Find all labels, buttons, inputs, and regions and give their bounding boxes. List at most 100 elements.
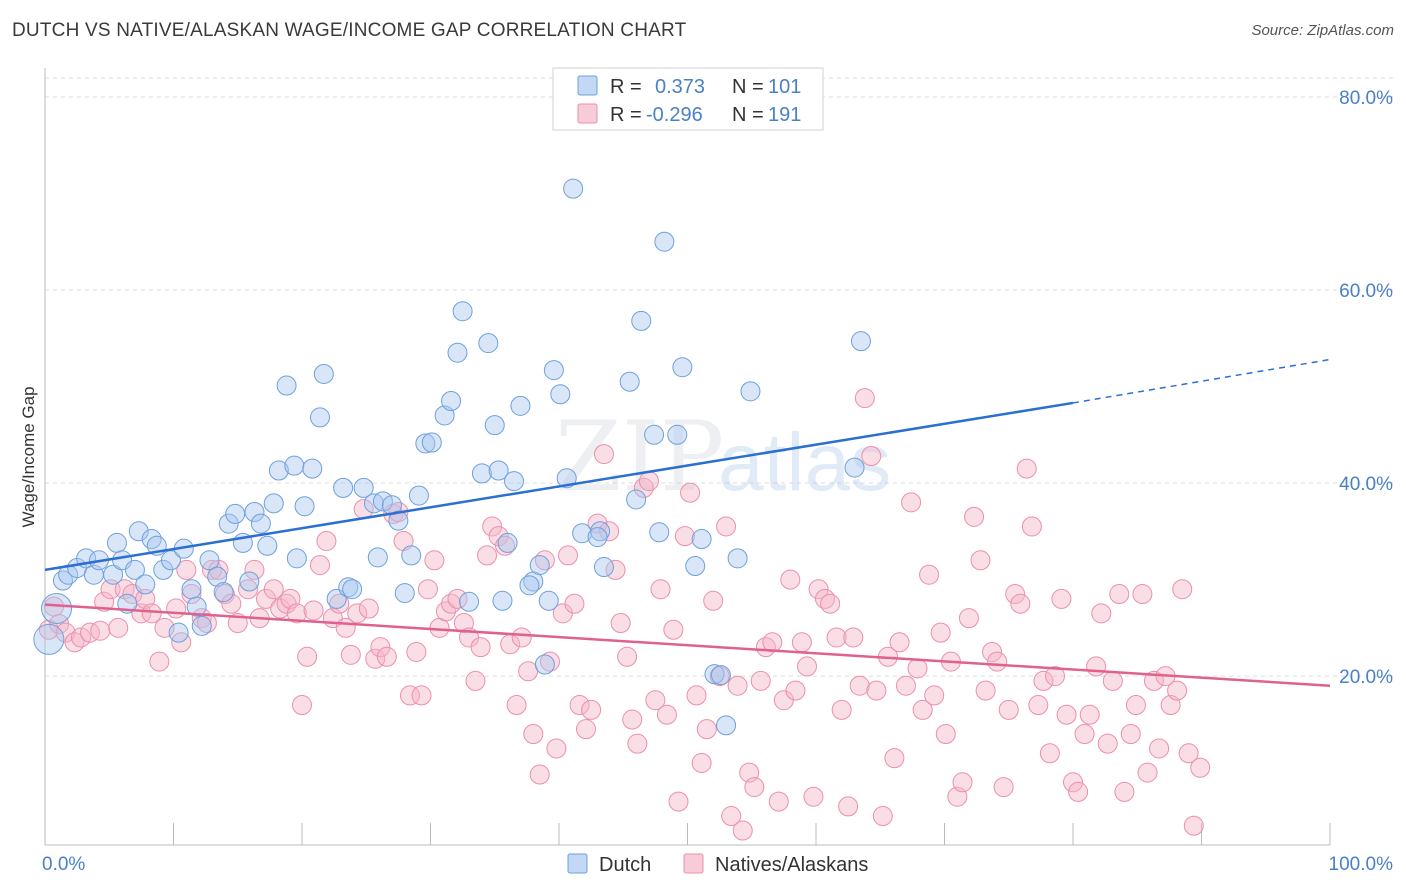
dutch-point [626,489,647,510]
native-point [149,651,170,672]
native-point [656,704,677,725]
dutch-point [213,582,234,603]
native-point [889,632,910,653]
watermark-zip: ZIP [555,401,724,513]
dutch-point [685,556,706,577]
native-point [1016,458,1037,479]
native-point [70,627,91,648]
native-point [340,644,361,665]
native-point [668,791,689,812]
dutch-point [408,485,429,506]
dutch-point [534,654,555,675]
native-point [622,709,643,730]
native-point [982,641,1003,662]
native-point [1114,781,1135,802]
series-legend: Dutch Natives/Alaskans [567,853,868,876]
native-point [518,661,539,682]
native-point [791,632,812,653]
dutch-point [367,547,388,568]
native-point [866,680,887,701]
native-point [1132,584,1153,605]
dutch-point [572,523,593,544]
native-point [638,471,659,492]
native-point [1028,695,1049,716]
dutch-point [181,579,202,600]
bottom-legend-swatch-dutch [567,853,588,874]
native-point [808,579,829,600]
native-point [895,675,916,696]
dutch-point [244,502,265,522]
native-point [884,748,905,769]
y-tick-label: 20.0% [1339,667,1393,688]
native-point [919,564,940,585]
dutch-point [471,463,492,484]
native-point [94,591,115,612]
native-point [1086,656,1107,677]
dutch-point [103,564,124,585]
native-point [166,598,187,619]
dutch-point [556,468,577,489]
native-point [703,590,724,611]
native-point [196,613,217,633]
native-point [1079,704,1100,725]
native-point [838,796,859,817]
native-point [924,685,945,706]
native-point [645,690,666,711]
series-dutch-points [33,178,871,736]
native-point [696,719,717,740]
native-point [1190,757,1211,778]
native-point [691,752,712,773]
dutch-point [106,532,127,553]
native-point [1097,733,1118,754]
native-point [581,699,602,720]
native-point [557,545,578,566]
native-point [575,719,596,740]
dutch-point [492,590,513,611]
series-natives-points [38,388,1211,841]
dutch-point [529,555,550,576]
native-point [605,559,626,580]
native-point [854,388,875,409]
native-point [108,617,129,638]
dutch-point [631,310,652,331]
dutch-point [239,571,260,592]
native-point [935,724,956,744]
native-point [849,675,870,696]
legend-n-value-natives: 191 [768,104,801,126]
legend-n-label-natives: N = [732,104,764,126]
dutch-point [452,301,473,322]
native-point [1120,724,1141,744]
native-point [1063,772,1083,793]
dutch-point [333,477,354,498]
bottom-legend-label-dutch: Dutch [599,854,651,876]
dutch-point [727,548,748,569]
dutch-point [33,623,65,655]
bottom-legend-label-natives: Natives/Alaskans [715,854,868,876]
native-point [872,806,893,827]
dutch-point [313,363,334,384]
trend-line-dutch-extension [1072,358,1331,404]
native-point [768,791,789,812]
native-point [1178,743,1199,764]
native-point [912,699,933,720]
native-point [762,632,783,653]
native-point [617,646,638,667]
native-point [1137,762,1158,783]
trend-lines [44,358,1331,687]
stats-legend-box [552,67,824,131]
native-point [297,646,318,667]
native-point [1183,815,1204,836]
dutch-point [441,391,462,411]
x-tick-label-start: 0.0% [42,854,85,875]
dutch-point [519,575,540,596]
dutch-point [644,424,665,445]
native-point [540,651,561,672]
native-point [244,559,265,580]
y-tick-label: 60.0% [1339,281,1393,302]
dutch-point [186,596,207,617]
dutch-point [654,231,675,252]
native-point [358,598,379,619]
native-point [447,588,468,609]
native-point [1033,670,1054,691]
